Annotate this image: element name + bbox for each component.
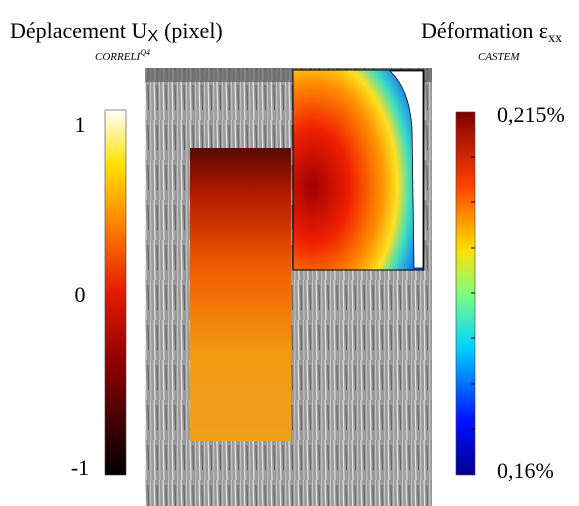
right-source: CASTEM [478, 51, 520, 63]
text-part: Déplacement U [10, 18, 148, 43]
left-tick-label: -1 [71, 455, 89, 480]
right-colorbar-ticks [471, 156, 475, 430]
left-title: Déplacement UX (pixel) [10, 18, 223, 45]
left-source: CORRELIQ4 [95, 48, 150, 63]
text-part: CORRELI [95, 51, 142, 63]
dic-overlay [190, 148, 291, 441]
text-part: xx [548, 31, 562, 46]
right-title: Déformation εxx [421, 18, 562, 46]
text-part: (pixel) [164, 18, 223, 43]
left-colorbar [104, 109, 127, 476]
text-part: Déformation ε [421, 18, 548, 43]
left-tick-label: 0 [75, 282, 86, 307]
text-part: Q4 [140, 48, 150, 57]
right-tick-label: 0,16% [497, 458, 554, 483]
fem-edge [388, 70, 424, 269]
left-tick-label: 1 [75, 112, 86, 137]
right-tick-label: 0,215% [497, 102, 565, 127]
fem-overlay [292, 69, 425, 271]
text-part: X [147, 28, 158, 45]
